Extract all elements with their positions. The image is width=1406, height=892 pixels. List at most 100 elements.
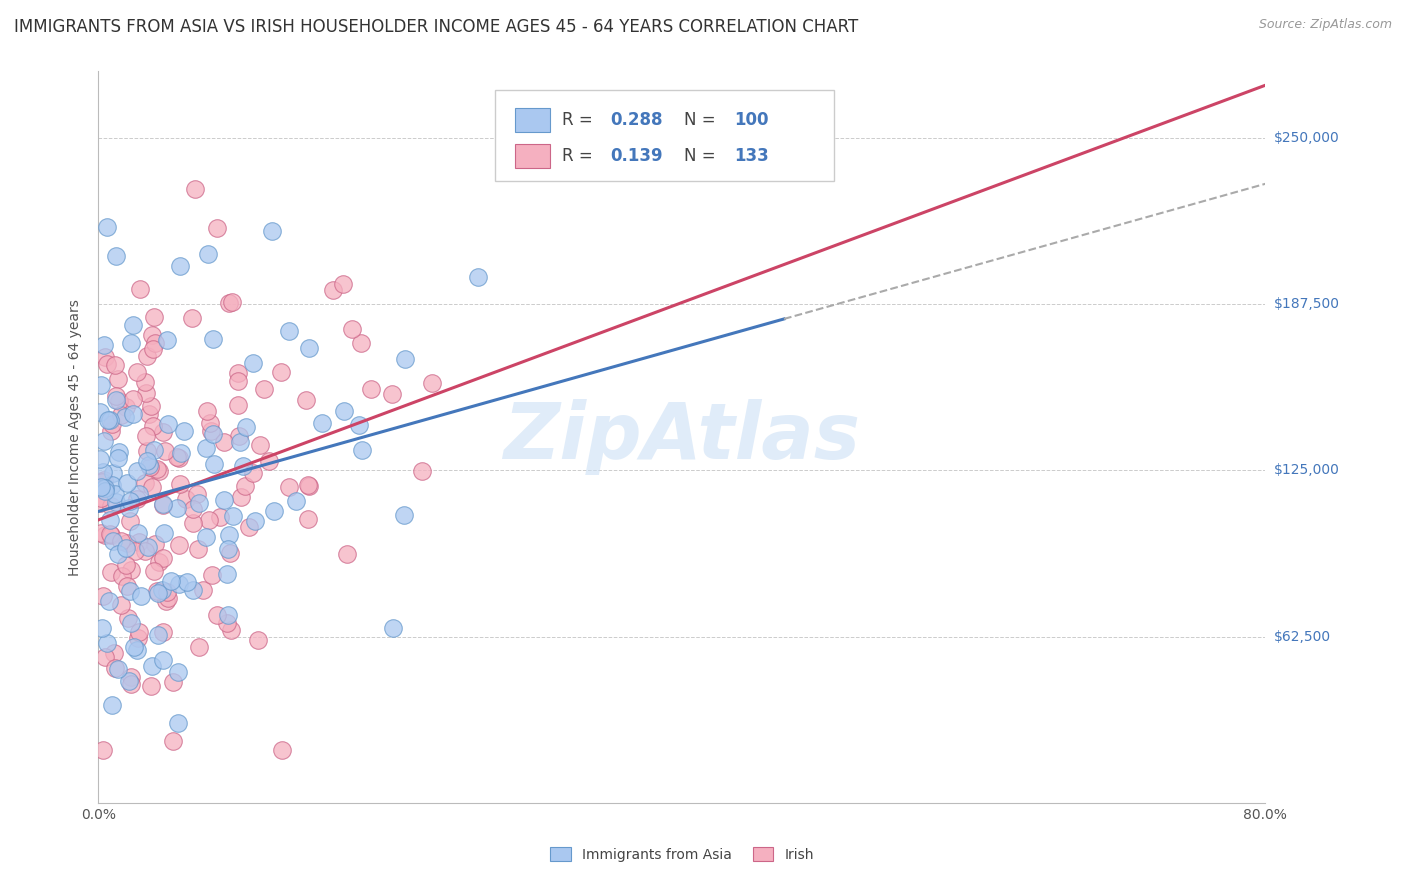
Point [156,585,179,599]
Point [143,442,166,457]
Point [322,283,344,297]
Point [139,679,162,693]
Point [262,224,284,238]
Point [152,551,174,566]
Point [347,418,370,433]
Point [107,662,129,676]
Point [152,498,174,512]
Point [143,536,166,550]
Point [91,465,114,479]
Point [411,464,433,478]
Point [118,514,141,528]
Point [263,504,285,518]
Point [146,584,169,599]
Point [156,333,179,347]
Point [136,454,159,468]
Point [104,358,127,372]
Point [152,425,174,440]
Point [136,349,159,363]
Text: R =: R = [562,147,598,165]
Point [201,568,224,582]
Point [120,583,142,598]
Point [278,324,301,338]
Point [128,487,150,501]
Point [94,481,117,495]
Point [270,365,292,379]
Point [467,269,489,284]
Point [332,277,354,291]
Point [218,528,240,542]
Point [94,483,117,498]
Point [350,336,373,351]
Point [138,407,160,421]
Point [142,418,165,433]
Point [181,516,204,531]
Point [392,508,415,522]
Point [215,615,238,630]
Point [139,459,162,474]
Point [186,487,208,501]
Point [90,481,112,495]
Point [217,607,239,622]
Point [141,399,163,413]
Point [246,632,269,647]
Point [167,577,190,591]
Point [173,424,195,438]
Point [198,416,221,430]
Point [105,392,128,407]
Point [141,327,163,342]
Point [104,389,127,403]
Point [98,413,121,427]
Point [188,496,211,510]
Point [257,454,280,468]
Point [194,442,217,456]
Point [201,427,224,442]
Point [232,458,254,473]
Point [226,398,249,412]
Point [135,385,157,400]
Point [156,591,179,606]
Point [143,335,166,350]
Point [252,382,274,396]
Point [121,408,143,422]
Point [136,541,159,555]
Point [91,621,114,635]
Point [141,479,163,493]
Point [152,526,174,541]
Point [134,376,156,390]
Point [156,417,179,431]
Text: $250,000: $250,000 [1274,131,1340,145]
Point [184,182,207,196]
Point [120,669,142,683]
Point [228,429,250,443]
Point [342,321,364,335]
Point [124,544,146,558]
Point [167,665,190,679]
Point [115,558,138,573]
Point [166,501,188,516]
Point [131,589,153,603]
Point [219,623,242,637]
Point [93,338,115,352]
Point [200,424,222,438]
Point [134,475,156,490]
Point [217,542,239,557]
Point [205,608,228,623]
Text: 100: 100 [734,112,769,129]
Point [111,569,134,583]
Point [181,502,204,516]
Point [110,534,132,549]
Point [125,643,148,657]
Point [138,458,160,472]
Text: Source: ZipAtlas.com: Source: ZipAtlas.com [1258,18,1392,31]
Point [90,491,112,505]
Point [270,742,292,756]
Point [208,510,231,524]
Point [297,511,319,525]
Point [120,677,142,691]
Point [108,394,131,409]
Point [167,715,190,730]
Point [284,494,307,508]
Point [125,365,148,379]
Point [120,494,142,508]
